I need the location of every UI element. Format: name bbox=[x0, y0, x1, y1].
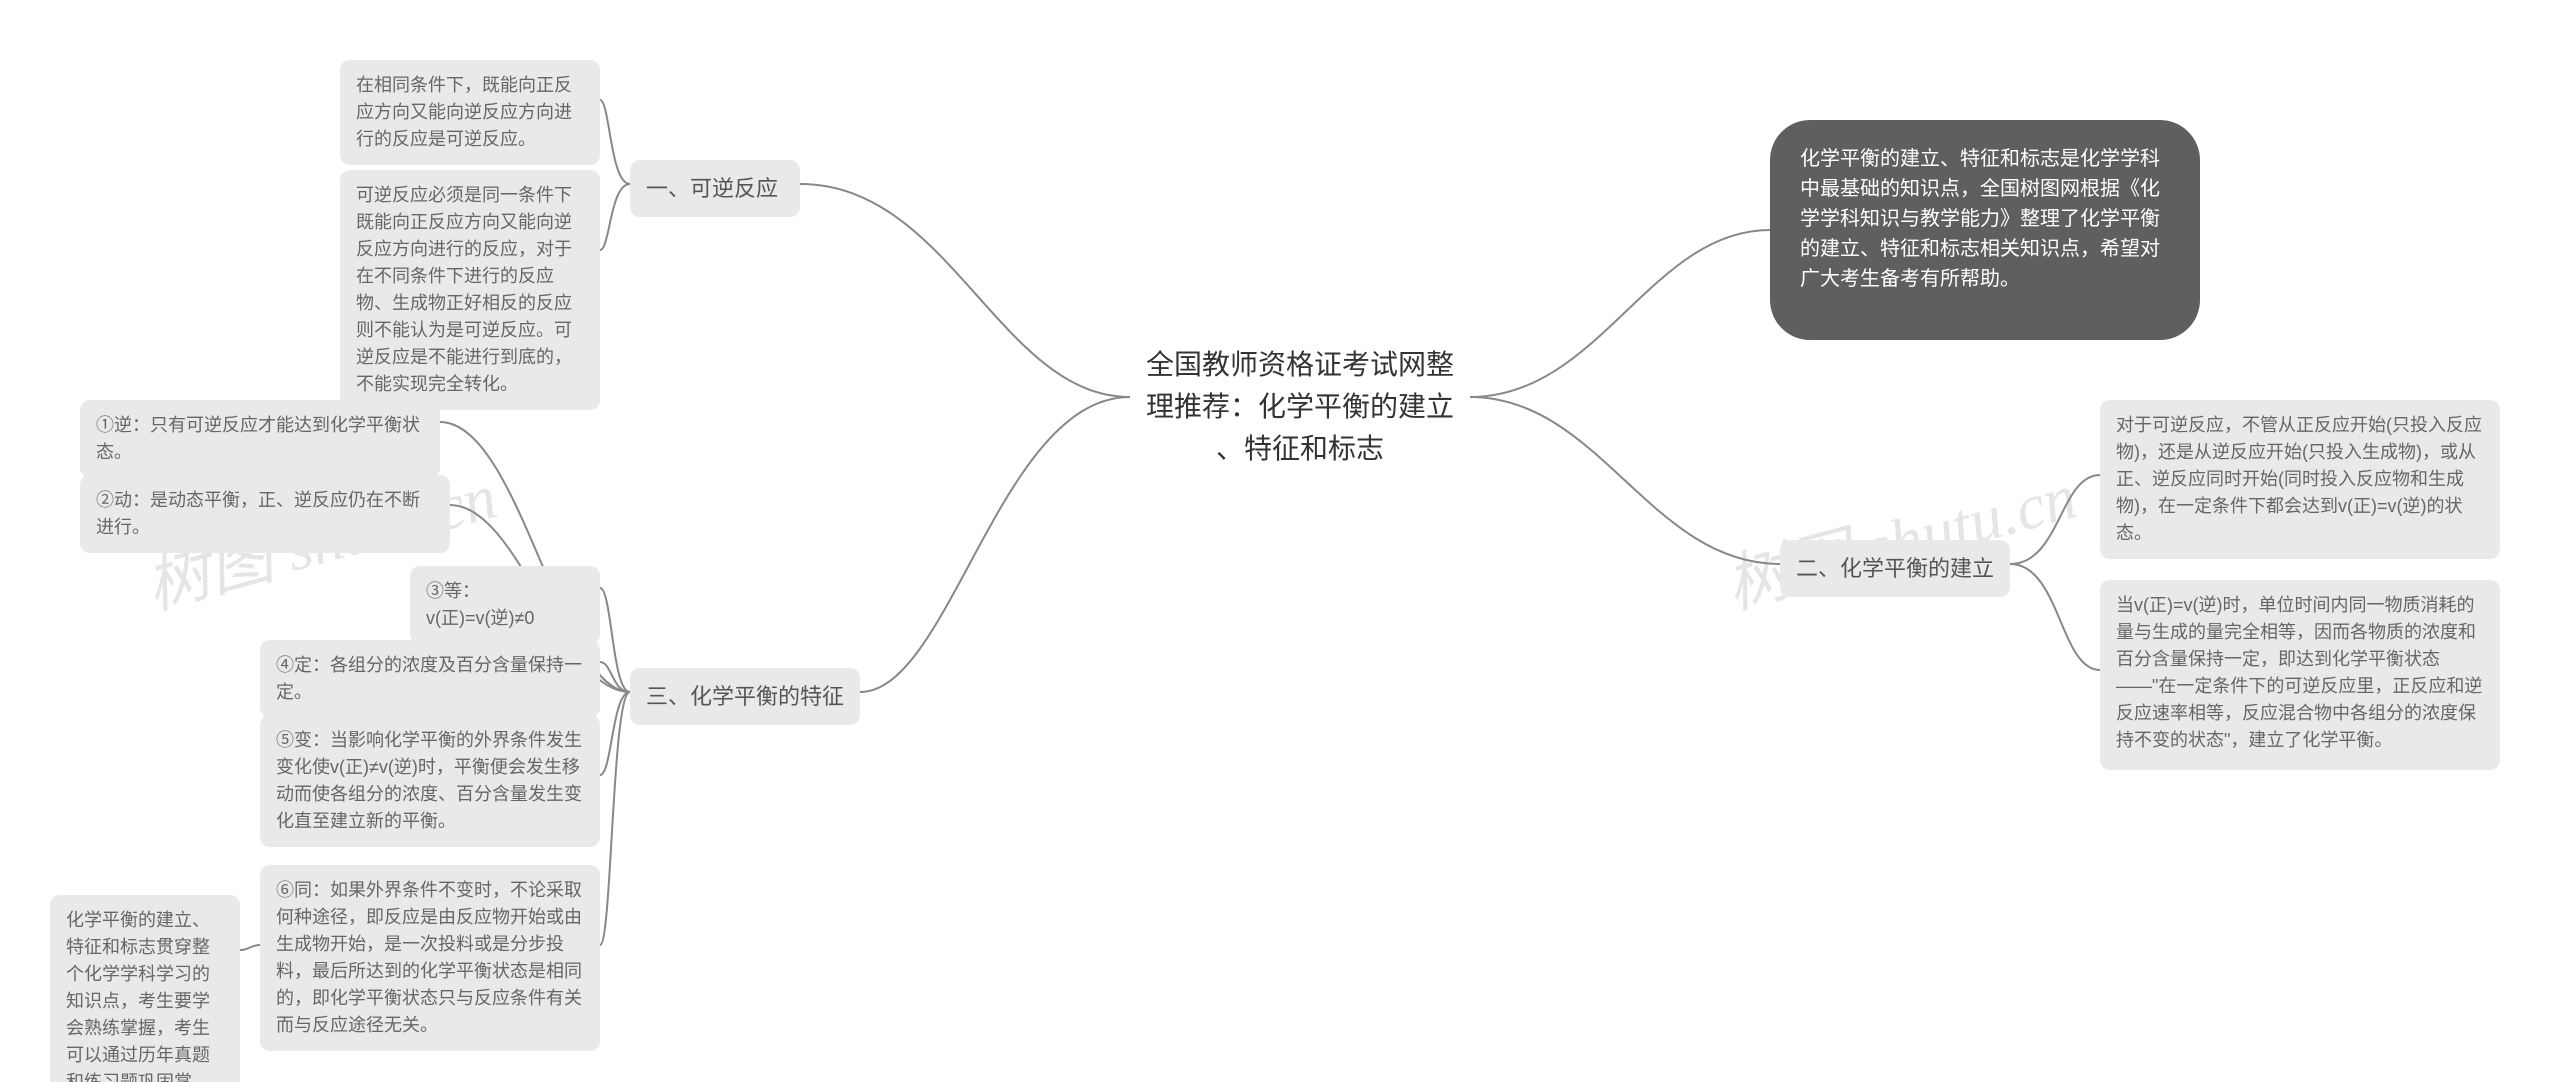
sec1-leaf-1: 可逆反应必须是同一条件下既能向正反应方向又能向逆反应方向进行的反应，对于在不同条… bbox=[340, 170, 600, 410]
intro-node: 化学平衡的建立、特征和标志是化学学科中最基础的知识点，全国树图网根据《化学学科知… bbox=[1770, 120, 2200, 340]
sec3-leaf-3: ④定：各组分的浓度及百分含量保持一定。 bbox=[260, 640, 600, 718]
center-node: 全国教师资格证考试网整 理推荐：化学平衡的建立 、特征和标志 bbox=[1130, 332, 1470, 482]
sec3-leaf-2: ③等：v(正)=v(逆)≠0 bbox=[410, 566, 600, 644]
section-3-node: 三、化学平衡的特征 bbox=[630, 668, 860, 725]
sec2-leaf-0: 对于可逆反应，不管从正反应开始(只投入反应物)，还是从逆反应开始(只投入生成物)… bbox=[2100, 400, 2500, 559]
sec3-leaf-5: ⑥同：如果外界条件不变时，不论采取何种途径，即反应是由反应物开始或由生成物开始，… bbox=[260, 865, 600, 1051]
sec3-leaf-0: ①逆：只有可逆反应才能达到化学平衡状态。 bbox=[80, 400, 440, 478]
section-2-node: 二、化学平衡的建立 bbox=[1780, 540, 2010, 597]
sec3-leaf-5-child: 化学平衡的建立、特征和标志贯穿整个化学学科学习的知识点，考生要学会熟练掌握，考生… bbox=[50, 895, 240, 1082]
sec2-leaf-1: 当v(正)=v(逆)时，单位时间内同一物质消耗的量与生成的量完全相等，因而各物质… bbox=[2100, 580, 2500, 770]
sec3-leaf-1: ②动：是动态平衡，正、逆反应仍在不断进行。 bbox=[80, 475, 450, 553]
watermark: 树图 shutu.cn bbox=[1714, 445, 2085, 627]
sec1-leaf-0: 在相同条件下，既能向正反应方向又能向逆反应方向进行的反应是可逆反应。 bbox=[340, 60, 600, 165]
sec3-leaf-4: ⑤变：当影响化学平衡的外界条件发生变化使v(正)≠v(逆)时，平衡便会发生移动而… bbox=[260, 715, 600, 847]
section-1-node: 一、可逆反应 bbox=[630, 160, 800, 217]
